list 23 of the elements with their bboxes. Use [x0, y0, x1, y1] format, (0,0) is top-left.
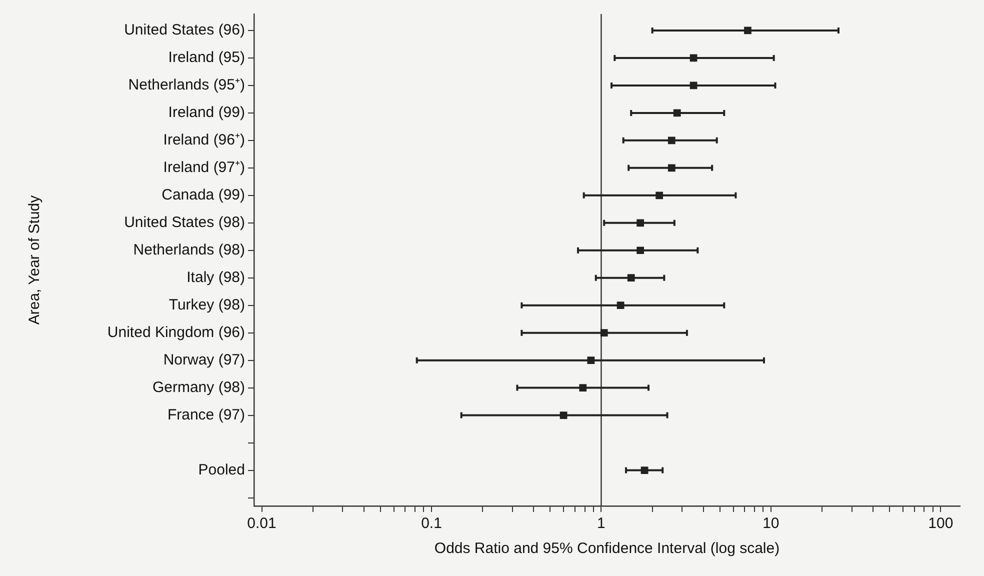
- y-tick-label: Ireland (97⁺): [163, 159, 245, 176]
- y-tick-label: Netherlands (98): [133, 242, 245, 259]
- y-tick-label: Ireland (96⁺): [163, 132, 245, 149]
- y-tick-label: Italy (98): [186, 269, 245, 286]
- x-tick-label: 1: [597, 515, 606, 532]
- y-tick-label: United States (96): [124, 22, 245, 39]
- x-tick-label: 0.1: [421, 515, 442, 532]
- y-tick-label: United Kingdom (96): [107, 324, 245, 341]
- y-tick-label: Canada (99): [162, 186, 245, 204]
- y-tick-label: France (97): [167, 406, 245, 424]
- x-tick-label: 100: [928, 515, 954, 532]
- y-tick-label: Germany (98): [152, 378, 245, 396]
- y-tick-label: Pooled: [198, 461, 245, 478]
- y-tick-label: Ireland (99): [168, 104, 245, 122]
- y-axis-title: Area, Year of Study: [26, 194, 44, 325]
- x-tick-label: 10: [762, 515, 780, 532]
- y-tick-label: Ireland (95): [168, 49, 245, 66]
- x-axis-title: Odds Ratio and 95% Confidence Interval (log scale): [434, 540, 780, 558]
- x-tick-label: 0.01: [247, 515, 276, 532]
- y-tick-label: Netherlands (95⁺): [128, 76, 245, 94]
- y-tick-label: Turkey (98): [168, 296, 245, 314]
- y-tick-label: United States (98): [124, 214, 245, 232]
- y-tick-label: Norway (97): [163, 351, 246, 368]
